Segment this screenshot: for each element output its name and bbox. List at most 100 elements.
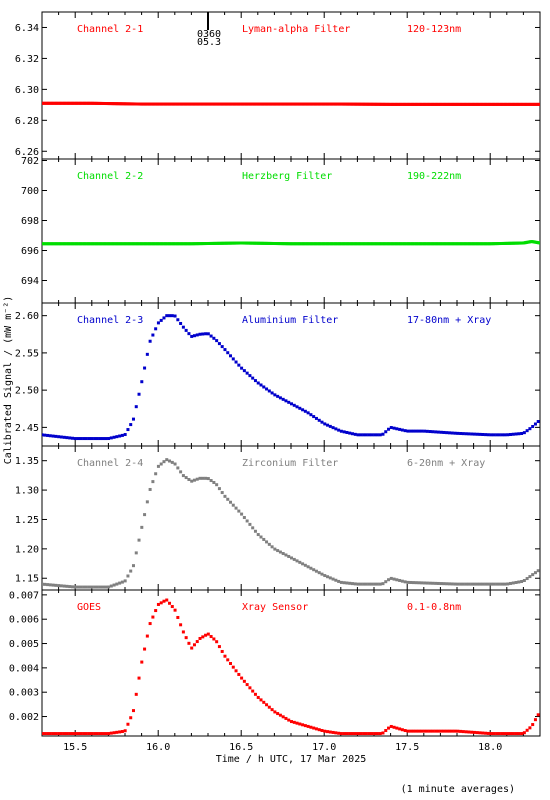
data-point xyxy=(489,582,493,586)
data-point xyxy=(367,732,371,736)
data-point xyxy=(489,433,493,437)
data-point xyxy=(165,314,169,318)
data-point xyxy=(237,509,241,513)
data-point xyxy=(467,432,471,436)
data-point xyxy=(240,676,244,680)
data-point xyxy=(168,459,172,463)
data-point xyxy=(481,432,485,436)
data-point xyxy=(500,433,504,437)
data-point xyxy=(492,433,496,437)
data-point xyxy=(204,633,208,637)
data-point xyxy=(459,729,463,733)
data-point xyxy=(461,432,465,436)
data-point xyxy=(314,416,318,420)
data-point xyxy=(184,636,188,640)
data-point xyxy=(187,478,191,482)
data-point xyxy=(115,582,119,586)
data-point xyxy=(520,732,524,736)
data-point xyxy=(179,470,183,474)
data-point xyxy=(409,429,413,433)
data-point xyxy=(151,480,155,484)
data-point xyxy=(204,332,208,336)
data-point xyxy=(301,562,305,566)
data-point xyxy=(375,433,379,437)
data-point xyxy=(389,576,393,580)
data-point xyxy=(434,581,438,585)
data-point xyxy=(190,479,194,483)
data-point xyxy=(154,609,158,613)
data-point xyxy=(411,729,415,733)
y-tick-label: 1.30 xyxy=(15,486,39,497)
data-point xyxy=(259,535,263,539)
data-point xyxy=(217,645,221,649)
data-point xyxy=(234,506,238,510)
panel-4: 1.35 1.30 1.25 1.20 1.15 Channel 2-4 Zirconium… xyxy=(15,445,541,591)
data-point xyxy=(323,574,327,578)
data-point xyxy=(104,437,108,441)
data-point xyxy=(356,732,360,736)
data-point xyxy=(323,729,327,733)
data-point xyxy=(378,732,382,736)
data-point xyxy=(475,582,479,586)
data-point xyxy=(298,560,302,564)
data-point xyxy=(162,316,166,320)
data-point xyxy=(168,314,172,318)
data-point xyxy=(206,332,210,336)
data-point xyxy=(478,731,482,735)
y-tick-label: 6.34 xyxy=(15,23,39,34)
data-point xyxy=(267,705,271,709)
data-point xyxy=(168,601,172,605)
data-point xyxy=(345,581,349,585)
data-point xyxy=(503,582,507,586)
data-point xyxy=(187,332,191,336)
data-point xyxy=(154,472,158,476)
data-point xyxy=(387,427,391,431)
data-point xyxy=(506,732,510,736)
data-point xyxy=(337,731,341,735)
data-point xyxy=(511,581,515,585)
data-point xyxy=(231,357,235,361)
data-point xyxy=(145,634,149,638)
data-point xyxy=(148,339,152,343)
data-point xyxy=(107,585,111,589)
data-point xyxy=(104,585,108,589)
data-point xyxy=(464,582,468,586)
data-point xyxy=(445,582,449,586)
data-point xyxy=(484,731,488,735)
data-point xyxy=(118,730,122,734)
data-point xyxy=(292,720,296,724)
data-point xyxy=(259,698,263,702)
data-point xyxy=(134,405,138,409)
band-label: 17-80nm + Xray xyxy=(407,315,491,326)
y-tick-label: 0.006 xyxy=(9,615,39,626)
data-point xyxy=(395,427,399,431)
data-point xyxy=(459,432,463,436)
data-point xyxy=(154,327,158,331)
data-point xyxy=(129,569,133,573)
data-point xyxy=(403,729,407,733)
data-point xyxy=(112,583,116,587)
data-point xyxy=(373,732,377,736)
data-point xyxy=(123,433,127,437)
data-point xyxy=(76,437,80,441)
data-point xyxy=(500,732,504,736)
data-point xyxy=(489,732,493,736)
data-point xyxy=(223,654,227,658)
data-point xyxy=(392,725,396,729)
data-point xyxy=(84,732,88,736)
data-point xyxy=(301,408,305,412)
data-point xyxy=(428,729,432,733)
data-point xyxy=(389,724,393,728)
data-point xyxy=(256,533,260,537)
data-point xyxy=(95,585,99,589)
data-point xyxy=(486,731,490,735)
data-point xyxy=(181,630,185,634)
data-point xyxy=(129,423,133,427)
data-series xyxy=(42,598,540,736)
data-point xyxy=(323,422,327,426)
data-point xyxy=(326,575,330,579)
data-point xyxy=(538,241,540,245)
data-point xyxy=(198,332,202,336)
data-point xyxy=(251,526,255,530)
data-point xyxy=(531,425,535,429)
